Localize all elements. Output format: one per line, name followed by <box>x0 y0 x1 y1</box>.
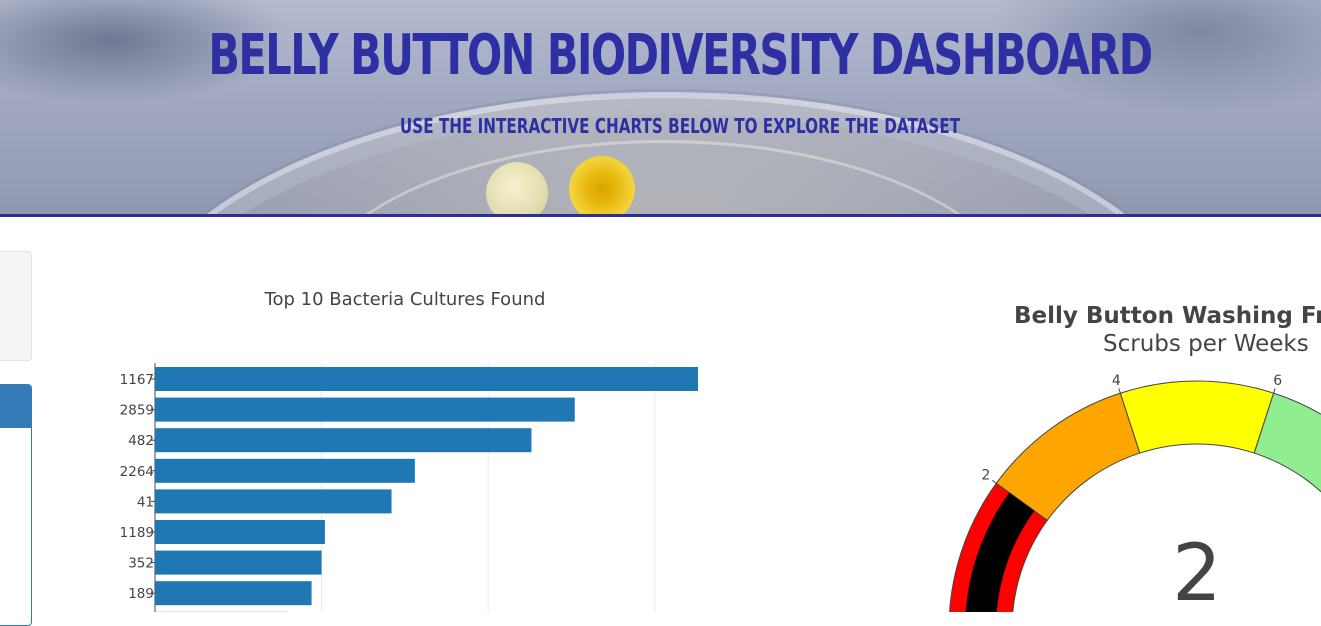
bar-chart[interactable]: 1167 2859 482 2264 41 1189 352 189 <box>100 355 700 612</box>
bar-y-tick-label: 2264 <box>120 464 154 480</box>
sample-selector-well[interactable] <box>0 251 32 361</box>
bar-y-tick-label: 189 <box>128 586 154 602</box>
gauge-tick-label: 2 <box>981 468 990 484</box>
bar-352[interactable] <box>155 551 322 575</box>
bar-189[interactable] <box>155 581 312 605</box>
bacteria-colony-cream <box>486 162 548 217</box>
page-subtitle: Use the interactive charts below to expl… <box>163 113 1197 139</box>
bar-y-tick-label: 1167 <box>120 372 154 388</box>
bar-y-tick-label: 482 <box>128 433 154 449</box>
gauge-chart[interactable]: 2 4 6 2 <box>900 360 1321 612</box>
bar-2859[interactable] <box>155 398 575 422</box>
gauge-chart-title: Belly Button Washing Frequ <box>1014 303 1321 329</box>
header-banner: Belly Button Biodiversity Dashboard Use … <box>0 0 1321 217</box>
gauge-tick-label: 4 <box>1112 373 1121 389</box>
gauge-tick <box>1119 388 1121 393</box>
bar-41[interactable] <box>155 489 392 513</box>
bar-y-tick-label: 41 <box>137 494 154 510</box>
bar-y-tick-label: 1189 <box>120 525 154 541</box>
gauge-tick <box>992 480 996 483</box>
gauge-tick <box>1274 388 1276 393</box>
gauge-chart-subtitle: Scrubs per Weeks <box>1103 331 1309 357</box>
bar-1167[interactable] <box>155 367 698 391</box>
bar-2264[interactable] <box>155 459 415 483</box>
demographic-info-panel-heading <box>0 385 31 428</box>
bar-482[interactable] <box>155 428 531 452</box>
demographic-info-panel <box>0 384 32 626</box>
bar-y-tick-label: 2859 <box>120 403 154 419</box>
bar-y-tick-label: 352 <box>128 556 154 572</box>
bar-1189[interactable] <box>155 520 325 544</box>
gauge-band-yellow <box>1120 381 1273 453</box>
page-title: Belly Button Biodiversity Dashboard <box>177 24 1183 88</box>
gauge-tick-label: 6 <box>1273 373 1282 389</box>
bacteria-colony-yellow <box>569 156 635 217</box>
gauge-value: 2 <box>1172 529 1222 612</box>
bar-chart-title: Top 10 Bacteria Cultures Found <box>155 289 655 310</box>
